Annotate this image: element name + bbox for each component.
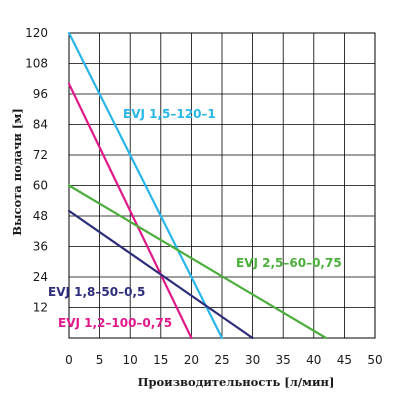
x-tick-label-15: 15	[153, 353, 168, 367]
x-tick-label-40: 40	[306, 353, 321, 367]
x-tick-label-30: 30	[245, 353, 260, 367]
x-tick-label-0: 0	[65, 353, 73, 367]
x-tick-label-5: 5	[96, 353, 104, 367]
y-tick-label-48: 48	[33, 209, 48, 223]
x-tick-label-10: 10	[123, 353, 138, 367]
y-tick-label-108: 108	[25, 57, 48, 71]
x-tick-label-50: 50	[367, 353, 382, 367]
y-tick-label-60: 60	[33, 179, 48, 193]
x-tick-labels: 0 5 10 15 20 25 30 35 40 45 50	[65, 353, 382, 367]
x-tick-label-45: 45	[337, 353, 352, 367]
x-tick-label-20: 20	[184, 353, 199, 367]
series-label-evj-1-5-120-1: EVJ 1,5–120–1	[123, 107, 216, 121]
y-tick-label-120: 120	[25, 26, 48, 40]
series-labels: EVJ 1,5–120–1 EVJ 2,5–60–0,75 EVJ 1,8–50…	[48, 107, 342, 330]
x-tick-label-25: 25	[214, 353, 229, 367]
y-tick-label-96: 96	[33, 87, 48, 101]
series-label-evj-2-5-60-0-75: EVJ 2,5–60–0,75	[236, 256, 342, 270]
y-axis-label: Высота подачи [м]	[10, 108, 24, 236]
series-line-1	[67, 82, 193, 340]
y-tick-label-24: 24	[33, 270, 48, 284]
series-lines	[67, 31, 328, 340]
series-line-2	[67, 209, 254, 340]
y-tick-label-12: 12	[33, 301, 48, 315]
series-line-0	[67, 31, 224, 340]
y-tick-label-72: 72	[33, 148, 48, 162]
y-tick-label-84: 84	[33, 118, 48, 132]
series-label-evj-1-8-50-0-5: EVJ 1,8–50–0,5	[48, 285, 145, 299]
y-tick-labels: 12 24 36 48 60 72 84 96 108 120	[25, 26, 48, 315]
y-tick-label-36: 36	[33, 240, 48, 254]
x-axis-label: Производительность [л/мин]	[138, 375, 335, 389]
series-label-evj-1-2-100-0-75: EVJ 1,2–100–0,75	[58, 316, 172, 330]
series-line-3	[67, 184, 328, 340]
x-tick-label-35: 35	[276, 353, 291, 367]
